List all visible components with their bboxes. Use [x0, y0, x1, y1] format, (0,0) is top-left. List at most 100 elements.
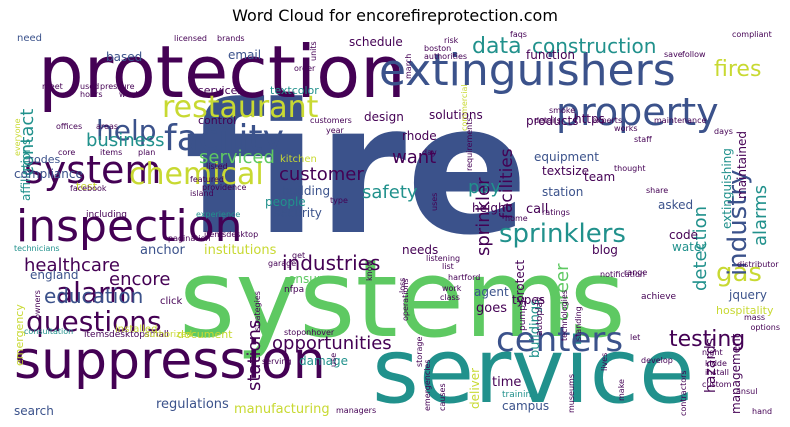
word-faqs: faqs	[510, 31, 527, 39]
word-protection: protection	[38, 31, 406, 114]
word-authorized: authorized	[144, 330, 193, 340]
word-healthcare: healthcare	[24, 255, 120, 276]
word-gas: gas	[716, 258, 762, 288]
word-suppression: suppression	[14, 331, 326, 391]
word-year: year	[326, 126, 344, 135]
word-pumps: pumps	[518, 300, 528, 331]
word-mass: mass	[744, 313, 766, 322]
word-centers: centers	[496, 320, 624, 360]
word-products: products	[526, 114, 579, 128]
word-system: system	[24, 148, 162, 192]
word-plan: plan	[138, 148, 156, 157]
word-station: station	[542, 185, 584, 199]
word-get: get	[292, 251, 306, 260]
word-cloud: fire systems service protection suppress…	[14, 31, 780, 417]
word-experience: experience	[196, 210, 241, 219]
word-everyone: everyone	[14, 118, 22, 157]
word-fire: fire	[184, 66, 529, 275]
word-class: class	[440, 293, 460, 302]
word-business: business	[86, 130, 165, 151]
word-manufacturing: manufacturing	[234, 402, 330, 417]
word-anchor: anchor	[140, 243, 185, 258]
word-pressure: pressure	[100, 82, 135, 91]
word-providence: providence	[202, 183, 247, 192]
word-code: code	[669, 228, 698, 242]
word-order: order	[294, 64, 316, 73]
word-based: based	[106, 50, 143, 64]
word-institutions: institutions	[204, 243, 277, 258]
word-control: control	[198, 114, 237, 127]
word-options: options	[750, 323, 780, 332]
word-pay: pay	[468, 177, 502, 198]
word-hospitality: hospitality	[716, 304, 774, 317]
word-week: week	[119, 90, 141, 99]
word-units: units	[309, 41, 318, 61]
chart-title: Word Cloud for encorefireprotection.com	[232, 6, 558, 25]
word-notification: notification	[600, 270, 645, 279]
word-contractors: contractors	[679, 370, 688, 416]
word-custom: custom	[702, 380, 732, 389]
word-boston: boston	[424, 44, 452, 53]
word-security: security	[274, 206, 322, 220]
word-know: know	[365, 259, 374, 281]
word-itemsdesktop: itemsdesktop	[204, 230, 259, 239]
word-details: details	[534, 116, 561, 125]
word-test: test	[76, 180, 98, 193]
word-chemical: chemical	[129, 157, 264, 192]
word-ratings: ratings	[542, 208, 570, 217]
word-used: used	[80, 82, 100, 91]
word-autoplay: autoplay	[535, 296, 545, 336]
word-time: time	[492, 375, 522, 390]
word-help: help	[96, 114, 157, 147]
word-agent: agent	[474, 285, 509, 299]
word-hours: hours	[80, 90, 103, 99]
word-types: types	[512, 293, 546, 307]
word-emergencies: emergencies	[423, 359, 432, 411]
word-jquery: jquery	[729, 288, 767, 302]
word-kitchen: kitchen	[280, 154, 317, 165]
word-standing: standing	[574, 306, 583, 341]
word-equipment: equipment	[534, 150, 599, 164]
word-fires: fires	[714, 57, 762, 82]
word-garage: garage	[268, 259, 297, 268]
word-including: including	[86, 210, 127, 220]
word-email: email	[228, 48, 262, 62]
word-owners: owners	[33, 290, 42, 319]
word-opportunities: opportunities	[272, 333, 392, 354]
word-facebook: facebook	[70, 184, 107, 193]
word-loss: loss	[398, 277, 407, 293]
word-construction: construction	[532, 34, 657, 58]
word-england: england	[30, 268, 79, 282]
word-type: type	[330, 196, 348, 205]
word-thought: thought	[614, 164, 646, 173]
word-regulations: regulations	[156, 397, 229, 412]
word-property: property	[556, 90, 719, 134]
word-serving: serving	[262, 357, 292, 366]
word-maintained: maintained	[735, 131, 749, 199]
word-night: night	[702, 348, 723, 357]
word-document: document	[177, 328, 233, 341]
word-uses: uses	[430, 192, 439, 211]
word-brands: brands	[217, 34, 245, 43]
word-let: let	[630, 333, 641, 342]
word-alarms: alarms	[750, 184, 771, 246]
word-risk: risk	[444, 36, 459, 45]
word-achieve: achieve	[641, 292, 677, 302]
word-areas: areas	[96, 122, 119, 131]
word-march: march	[404, 53, 413, 79]
word-pagination: pagination	[168, 234, 211, 243]
word-core: core	[58, 148, 76, 157]
word-serviced: serviced	[199, 147, 275, 168]
word-museums: museums	[567, 374, 576, 413]
word-requirements: requirements	[465, 117, 474, 171]
word-alarm: alarm	[56, 276, 137, 309]
word-listening: listening	[426, 254, 461, 263]
word-range: range	[624, 268, 648, 277]
word-inspection: inspection	[16, 201, 243, 252]
word-work: work	[442, 284, 462, 293]
word-hand: hand	[752, 407, 773, 416]
word-industries: industries	[282, 251, 381, 275]
word-needs: needs	[402, 243, 439, 257]
word-extinguishers: extinguishers	[379, 45, 676, 96]
word-hartford: hartford	[448, 273, 481, 282]
